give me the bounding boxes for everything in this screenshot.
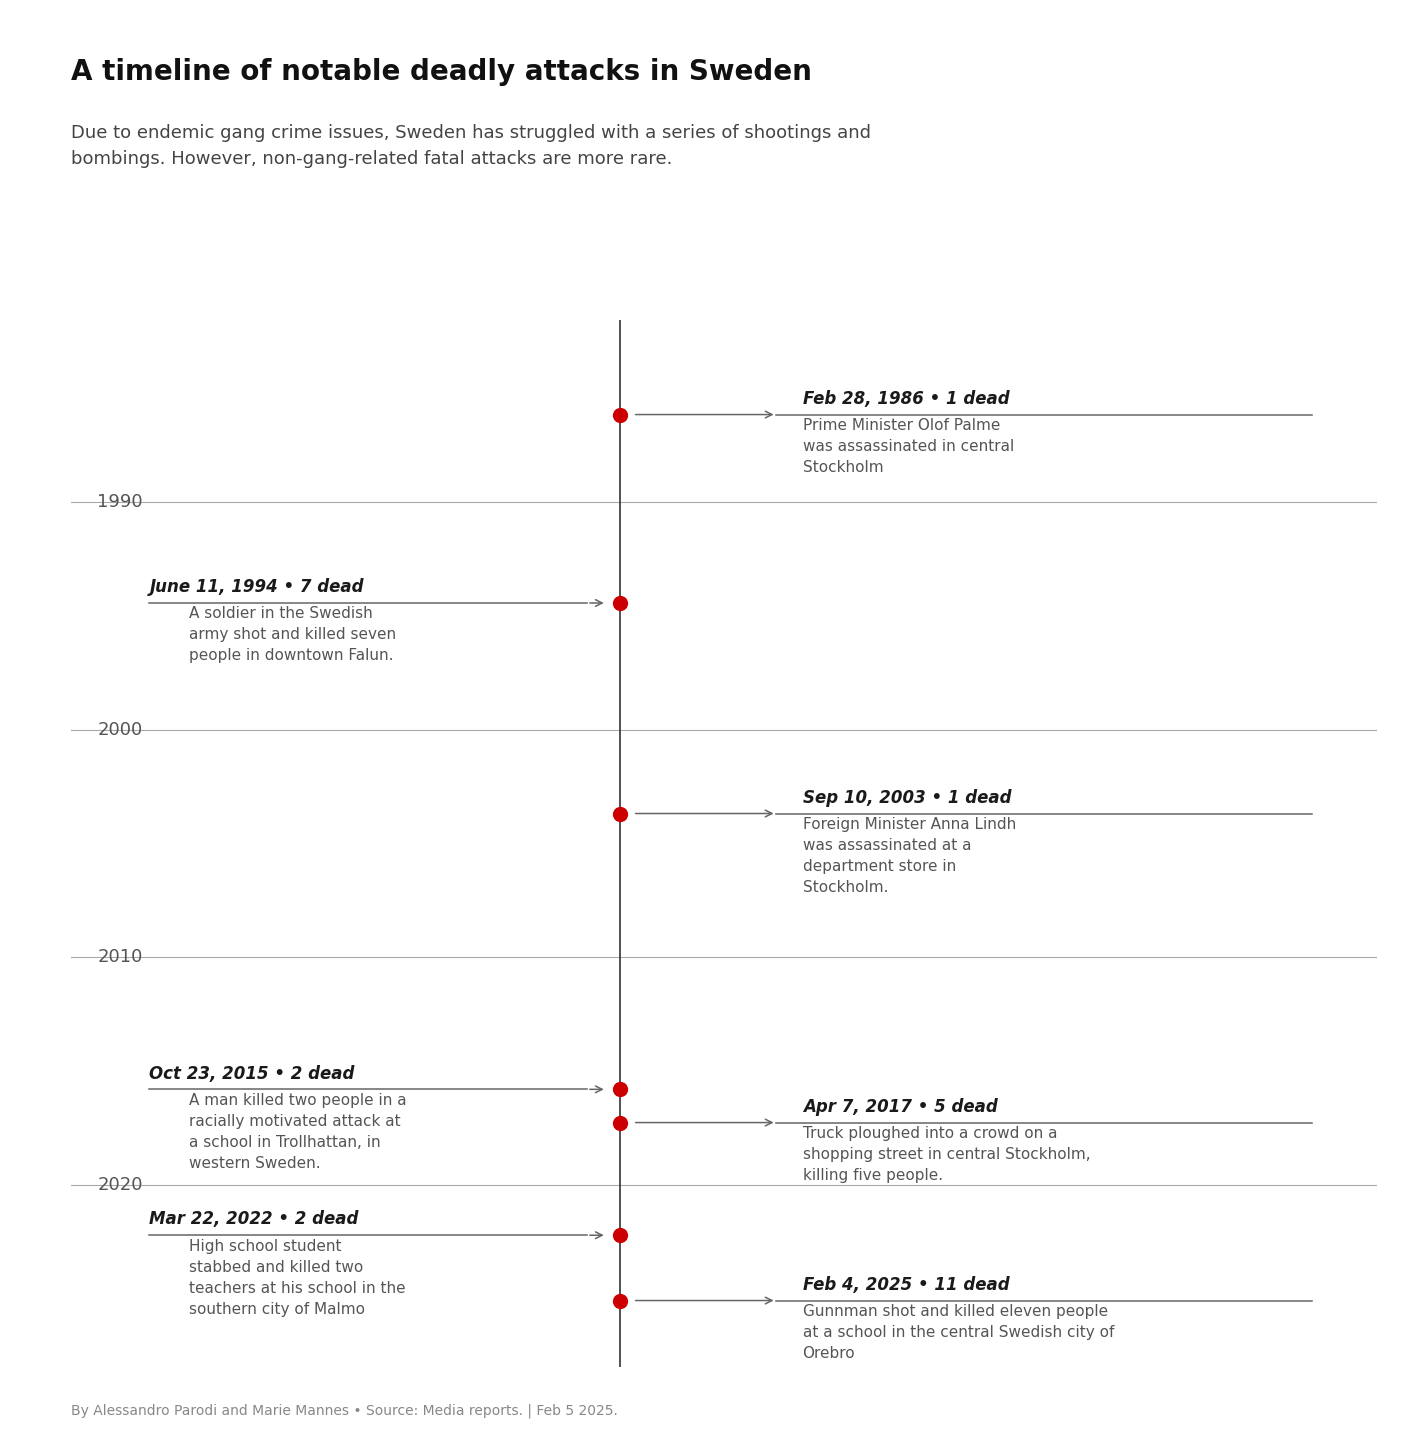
Text: Foreign Minister Anna Lindh
was assassinated at a
department store in
Stockholm.: Foreign Minister Anna Lindh was assassin… [802, 817, 1015, 894]
Text: 2010: 2010 [97, 948, 142, 965]
Text: A soldier in the Swedish
army shot and killed seven
people in downtown Falun.: A soldier in the Swedish army shot and k… [189, 606, 396, 663]
Text: Feb 28, 1986 • 1 dead: Feb 28, 1986 • 1 dead [802, 390, 1010, 407]
Text: A man killed two people in a
racially motivated attack at
a school in Trollhatta: A man killed two people in a racially mo… [189, 1093, 406, 1170]
Text: Sep 10, 2003 • 1 dead: Sep 10, 2003 • 1 dead [802, 788, 1011, 807]
Text: June 11, 1994 • 7 dead: June 11, 1994 • 7 dead [149, 579, 364, 596]
Text: Truck ploughed into a crowd on a
shopping street in central Stockholm,
killing f: Truck ploughed into a crowd on a shoppin… [802, 1125, 1091, 1184]
Text: By Alessandro Parodi and Marie Mannes • Source: Media reports. | Feb 5 2025.: By Alessandro Parodi and Marie Mannes • … [71, 1403, 618, 1418]
Text: Feb 4, 2025 • 11 dead: Feb 4, 2025 • 11 dead [802, 1275, 1010, 1294]
Text: Prime Minister Olof Palme
was assassinated in central
Stockholm: Prime Minister Olof Palme was assassinat… [802, 417, 1014, 475]
Text: Mar 22, 2022 • 2 dead: Mar 22, 2022 • 2 dead [149, 1210, 359, 1229]
Text: Gunnman shot and killed eleven people
at a school in the central Swedish city of: Gunnman shot and killed eleven people at… [802, 1304, 1113, 1361]
Text: Due to endemic gang crime issues, Sweden has struggled with a series of shooting: Due to endemic gang crime issues, Sweden… [71, 124, 870, 169]
Text: High school student
stabbed and killed two
teachers at his school in the
souther: High school student stabbed and killed t… [189, 1239, 405, 1317]
Text: Oct 23, 2015 • 2 dead: Oct 23, 2015 • 2 dead [149, 1064, 355, 1083]
Text: Apr 7, 2017 • 5 dead: Apr 7, 2017 • 5 dead [802, 1098, 997, 1115]
Text: A timeline of notable deadly attacks in Sweden: A timeline of notable deadly attacks in … [71, 58, 812, 86]
Text: 1990: 1990 [97, 493, 143, 510]
Text: 2000: 2000 [97, 721, 142, 739]
Text: 2020: 2020 [97, 1176, 142, 1194]
